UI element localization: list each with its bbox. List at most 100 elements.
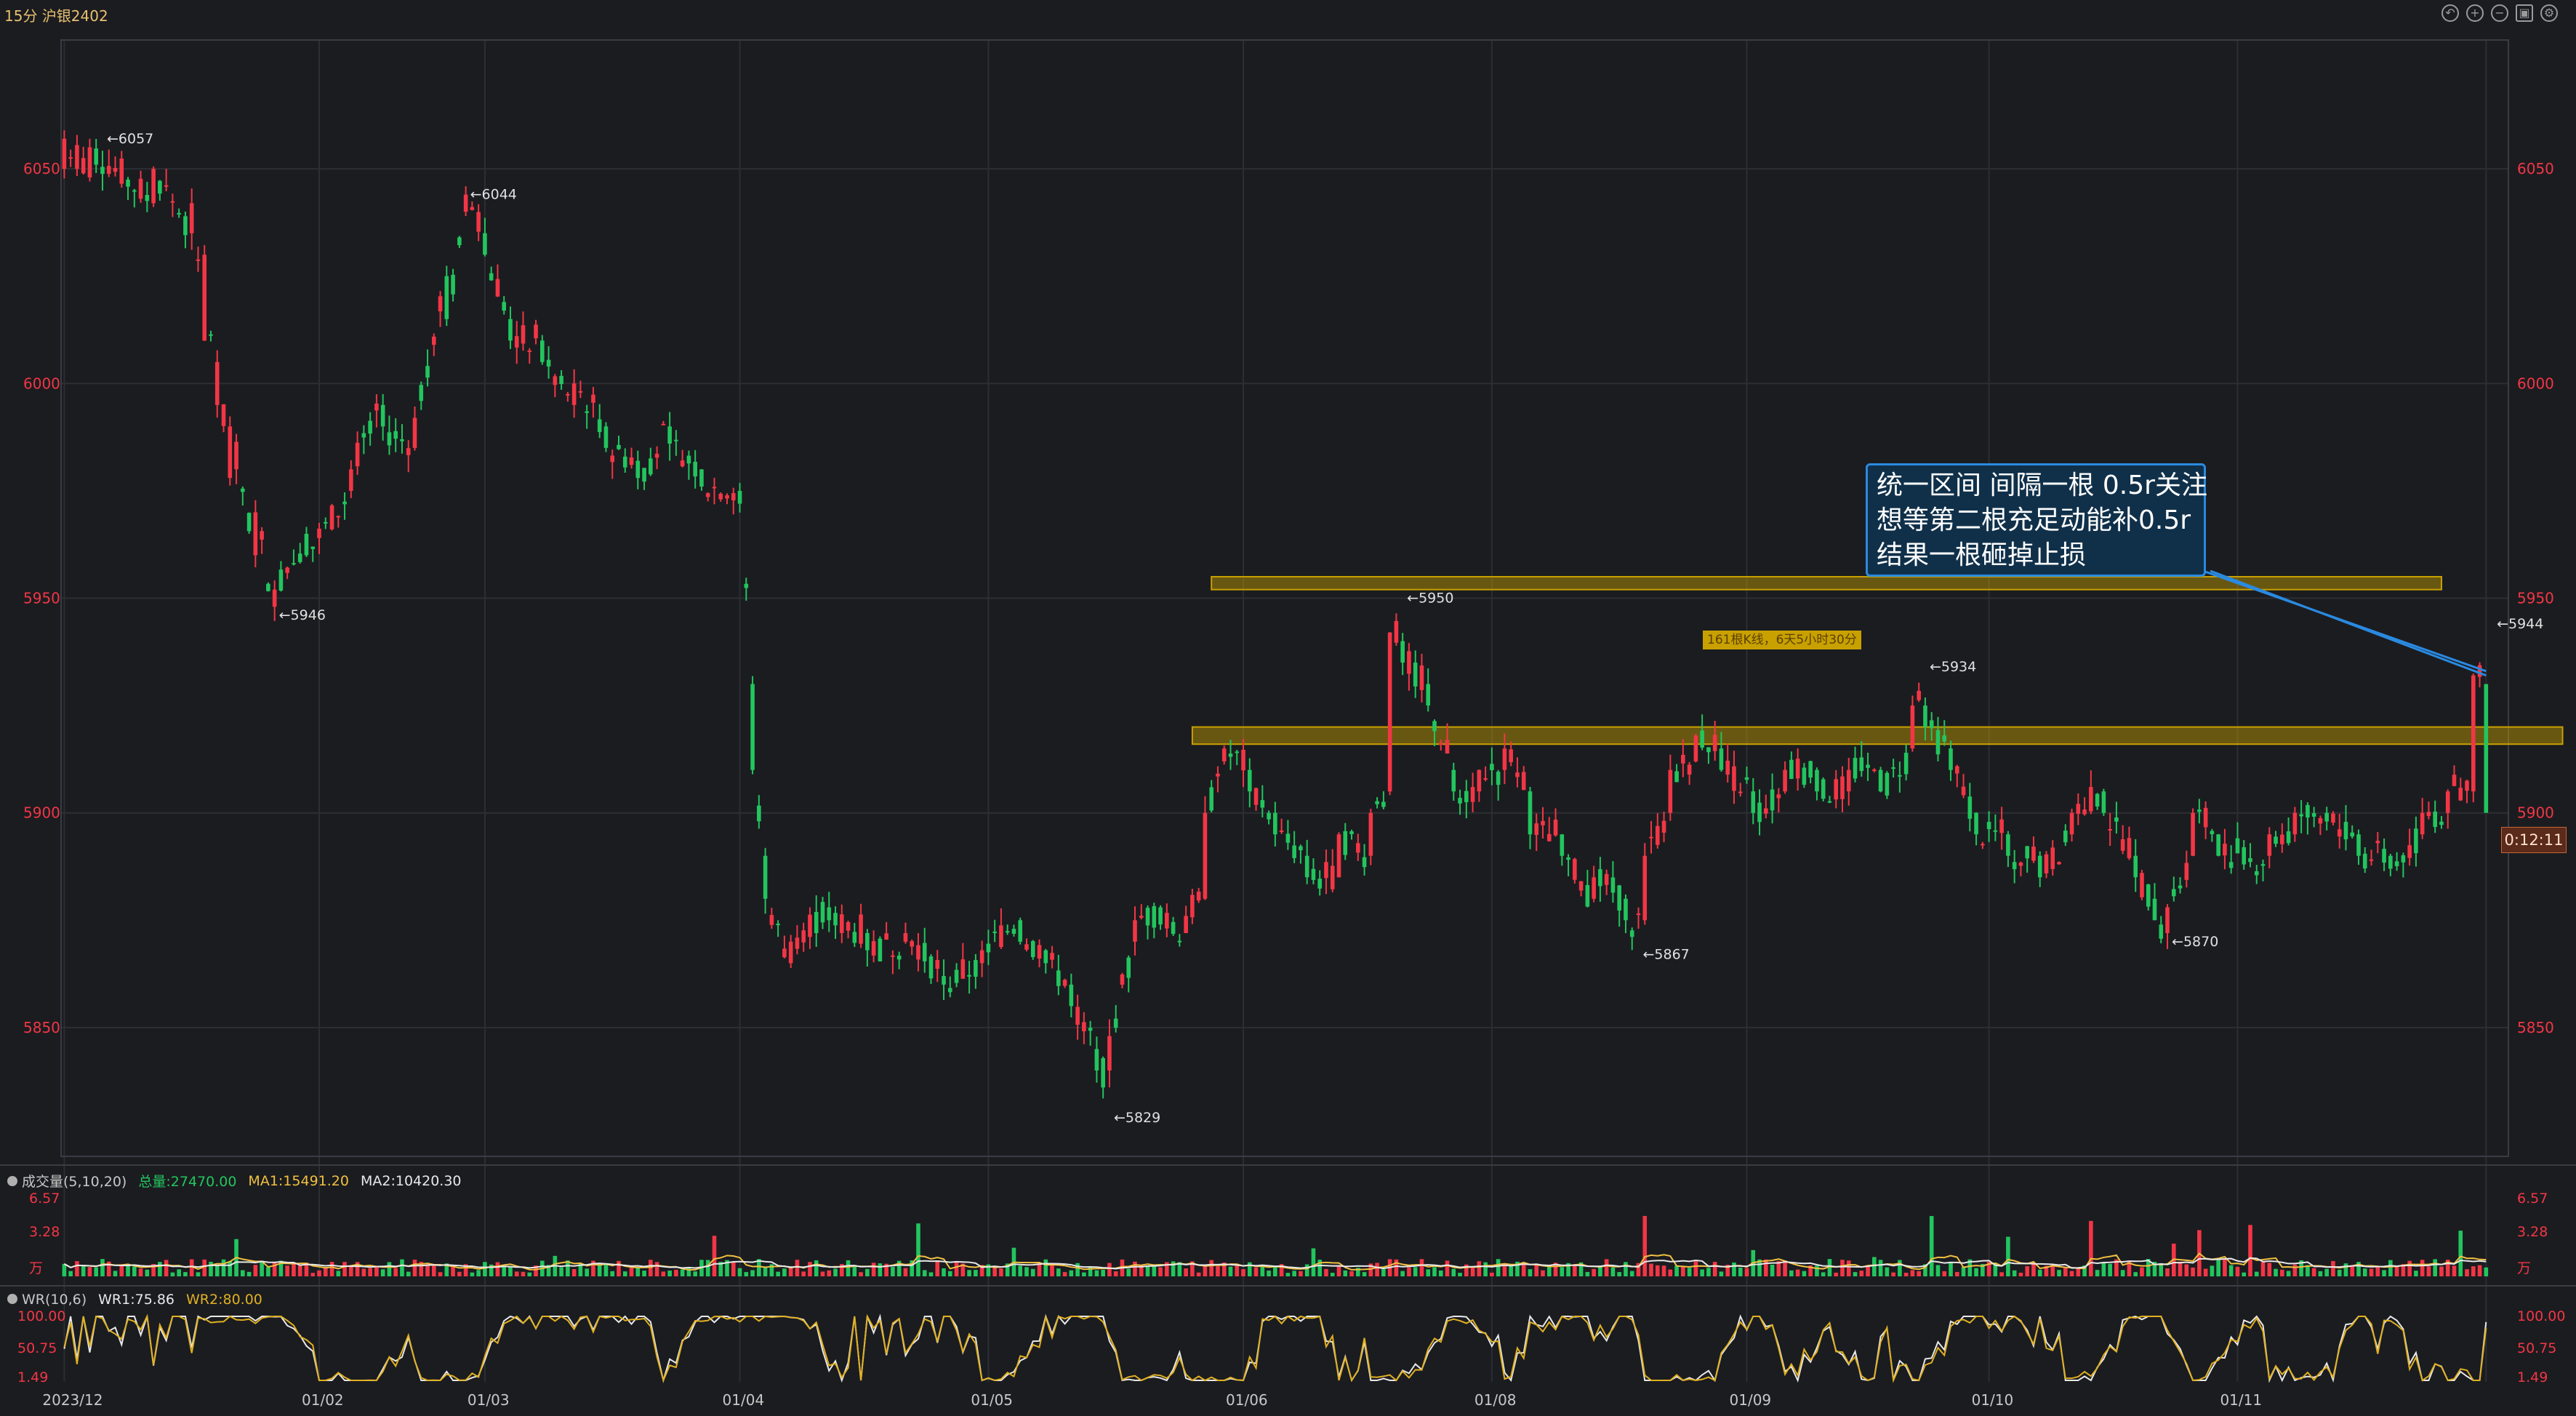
volume-bar: [1993, 1263, 1998, 1276]
candle-body: [1196, 891, 1201, 901]
volume-bar: [1578, 1262, 1584, 1276]
settings-icon[interactable]: ⚙: [2540, 4, 2558, 22]
candle-body: [1534, 823, 1539, 835]
volume-bar: [126, 1264, 130, 1276]
undo-icon[interactable]: ↶: [2441, 4, 2459, 22]
candle-body: [2012, 862, 2017, 870]
candle-body: [1898, 775, 1902, 777]
volume-bar: [1299, 1271, 1303, 1276]
volume-bar: [999, 1268, 1003, 1276]
candle-body: [1712, 735, 1717, 751]
volume-bar: [2191, 1267, 2195, 1276]
volume-bar: [617, 1260, 621, 1276]
candle-body: [202, 255, 207, 341]
candle-body: [189, 203, 194, 233]
candle-body: [292, 563, 296, 565]
volume-bar: [2426, 1266, 2431, 1276]
volume-bar: [2210, 1265, 2215, 1276]
volume-bar: [2324, 1268, 2329, 1276]
volume-bar: [106, 1261, 111, 1276]
price-mark: ←5870: [2172, 934, 2218, 950]
collapse-icon[interactable]: [7, 1176, 17, 1186]
volume-bar: [1190, 1261, 1195, 1276]
candles-layer[interactable]: [62, 130, 2489, 1099]
zoom-in-icon[interactable]: +: [2466, 4, 2484, 22]
annotation-callout[interactable]: 统一区间 间隔一根 0.5r关注 想等第二根充足动能补0.5r 结果一根砸掉止损: [1866, 463, 2207, 577]
volume-bar: [221, 1259, 226, 1276]
collapse-icon[interactable]: [7, 1294, 17, 1304]
volume-bar: [859, 1272, 863, 1276]
volume-bar: [2274, 1268, 2278, 1276]
volume-bar: [1221, 1263, 1227, 1276]
volume-bar: [2012, 1270, 2017, 1276]
price-tick-left: 5950: [23, 590, 60, 607]
volume-bar: [1133, 1261, 1137, 1276]
volume-bar: [209, 1261, 213, 1276]
volume-bar: [1624, 1262, 1628, 1276]
candle-body: [2458, 788, 2463, 801]
candle-body: [1674, 771, 1679, 783]
candle-body: [495, 279, 500, 297]
volume-title[interactable]: 成交量(5,10,20): [22, 1174, 127, 1190]
candle-body: [406, 448, 411, 455]
candle-body: [1610, 877, 1616, 893]
volume-bar: [1604, 1259, 1609, 1276]
layout-icon[interactable]: ▣: [2516, 4, 2533, 22]
candle-body: [1693, 735, 1698, 761]
candle-body: [585, 411, 589, 413]
volume-bar: [2439, 1266, 2444, 1276]
candle-body: [272, 589, 277, 607]
volume-layer: 6.57 6.57 3.28 3.28 万 万: [29, 1191, 2548, 1276]
range-band: [1191, 726, 2564, 745]
candle-body: [571, 383, 577, 405]
volume-bar: [1528, 1269, 1533, 1276]
candle-body: [878, 938, 883, 961]
candle-body: [1419, 665, 1424, 690]
candle-body: [2127, 838, 2132, 859]
candle-body: [1546, 833, 1552, 841]
wr-title[interactable]: WR(10,6): [22, 1292, 87, 1308]
candle-body: [686, 455, 691, 464]
candle-body: [661, 423, 666, 425]
wr-legend: WR(10,6) WR1:75.86 WR2:80.00: [7, 1292, 262, 1308]
volume-bar: [1394, 1259, 1399, 1276]
price-mark: ←5946: [279, 607, 326, 623]
callout-line-3: 结果一根砸掉止损: [1877, 540, 2087, 570]
period-label[interactable]: 15分: [4, 7, 38, 25]
volume-bar: [431, 1265, 436, 1276]
symbol-label[interactable]: 沪银2402: [41, 7, 108, 25]
candle-body: [750, 684, 755, 770]
candle-body: [1413, 663, 1418, 687]
candle-body: [1285, 833, 1291, 843]
volume-bar: [808, 1262, 812, 1276]
volume-bar: [463, 1264, 468, 1276]
volume-bar: [1923, 1264, 1927, 1276]
volume-bar: [2146, 1259, 2151, 1276]
wr2-value: WR2:80.00: [186, 1292, 262, 1308]
candle-body: [1011, 929, 1016, 934]
price-mark: ←5934: [1930, 659, 1976, 675]
volume-ma-line: [63, 1257, 2487, 1270]
candle-body: [1700, 730, 1704, 748]
candle-body: [2044, 854, 2049, 873]
volume-bar: [801, 1271, 806, 1276]
candle-body: [1821, 779, 1826, 799]
zoom-out-icon[interactable]: −: [2491, 4, 2508, 22]
volume-bar: [113, 1271, 118, 1276]
candle-body: [1910, 705, 1915, 749]
candle-body: [81, 158, 86, 174]
candle-body: [521, 325, 526, 344]
plot-frame: [60, 39, 2509, 1157]
volume-bar: [278, 1260, 284, 1276]
candle-body: [2260, 864, 2266, 866]
candle-body: [1725, 760, 1730, 775]
volume-bar: [202, 1259, 207, 1276]
volume-bar: [1629, 1271, 1634, 1276]
volume-bar: [661, 1271, 666, 1276]
volume-bar: [1184, 1268, 1188, 1276]
volume-bar: [2362, 1268, 2367, 1276]
volume-bar: [1681, 1265, 1685, 1276]
candle-body: [622, 456, 627, 468]
volume-bar: [2082, 1265, 2087, 1276]
